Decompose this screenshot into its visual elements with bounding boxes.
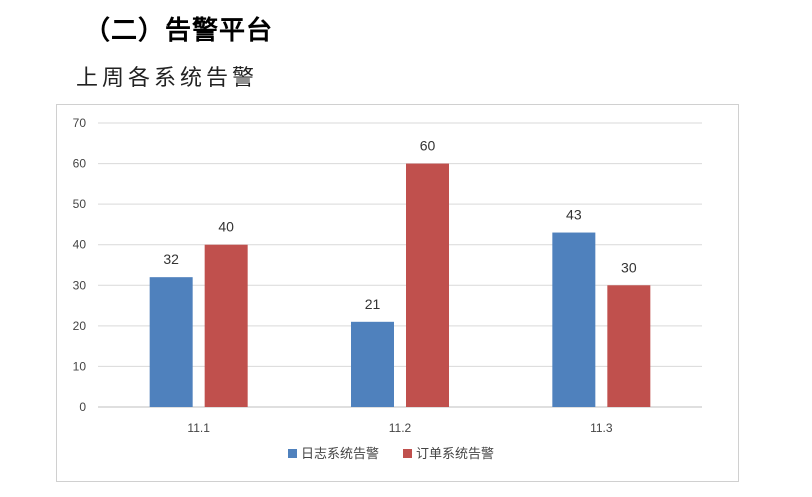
data-label: 30 bbox=[621, 259, 637, 275]
legend-label-2: 订单系统告警 bbox=[416, 446, 494, 462]
bar-series-2-11.2 bbox=[406, 163, 449, 407]
bars bbox=[149, 163, 651, 407]
bar-series-1-11.1 bbox=[149, 277, 193, 407]
x-tick-label: 11.3 bbox=[590, 421, 613, 435]
data-label: 40 bbox=[218, 219, 234, 235]
data-label: 21 bbox=[365, 296, 381, 312]
y-tick-label: 50 bbox=[73, 197, 87, 211]
y-tick-label: 30 bbox=[73, 278, 87, 292]
y-tick-label: 10 bbox=[73, 359, 87, 373]
x-axis-tick-labels: 11.1 11.2 11.3 bbox=[187, 421, 612, 435]
bar-series-2-11.1 bbox=[204, 244, 248, 407]
data-labels: 32 40 21 60 43 30 bbox=[163, 138, 636, 312]
y-axis-tick-labels: 0 10 20 30 40 50 60 70 bbox=[73, 116, 87, 414]
chart-subheading: 上周各系统告警 bbox=[76, 66, 259, 91]
y-tick-label: 60 bbox=[73, 157, 87, 171]
legend: 日志系统告警 订单系统告警 bbox=[288, 446, 494, 462]
data-label: 60 bbox=[420, 138, 436, 154]
y-tick-label: 20 bbox=[73, 319, 87, 333]
y-tick-label: 40 bbox=[73, 238, 87, 252]
x-tick-label: 11.2 bbox=[389, 421, 412, 435]
bar-series-1-11.2 bbox=[351, 321, 394, 407]
section-heading: （二）告警平台 bbox=[84, 16, 274, 46]
legend-swatch-1 bbox=[288, 449, 297, 458]
bar-series-1-11.3 bbox=[552, 232, 596, 407]
legend-label-1: 日志系统告警 bbox=[301, 446, 379, 462]
x-tick-label: 11.1 bbox=[187, 421, 210, 435]
y-tick-label: 0 bbox=[79, 400, 86, 414]
y-tick-label: 70 bbox=[73, 116, 87, 130]
legend-swatch-2 bbox=[403, 449, 412, 458]
grid-lines bbox=[98, 122, 702, 408]
data-label: 43 bbox=[566, 207, 582, 223]
bar-series-2-11.3 bbox=[607, 285, 651, 407]
data-label: 32 bbox=[163, 251, 179, 267]
